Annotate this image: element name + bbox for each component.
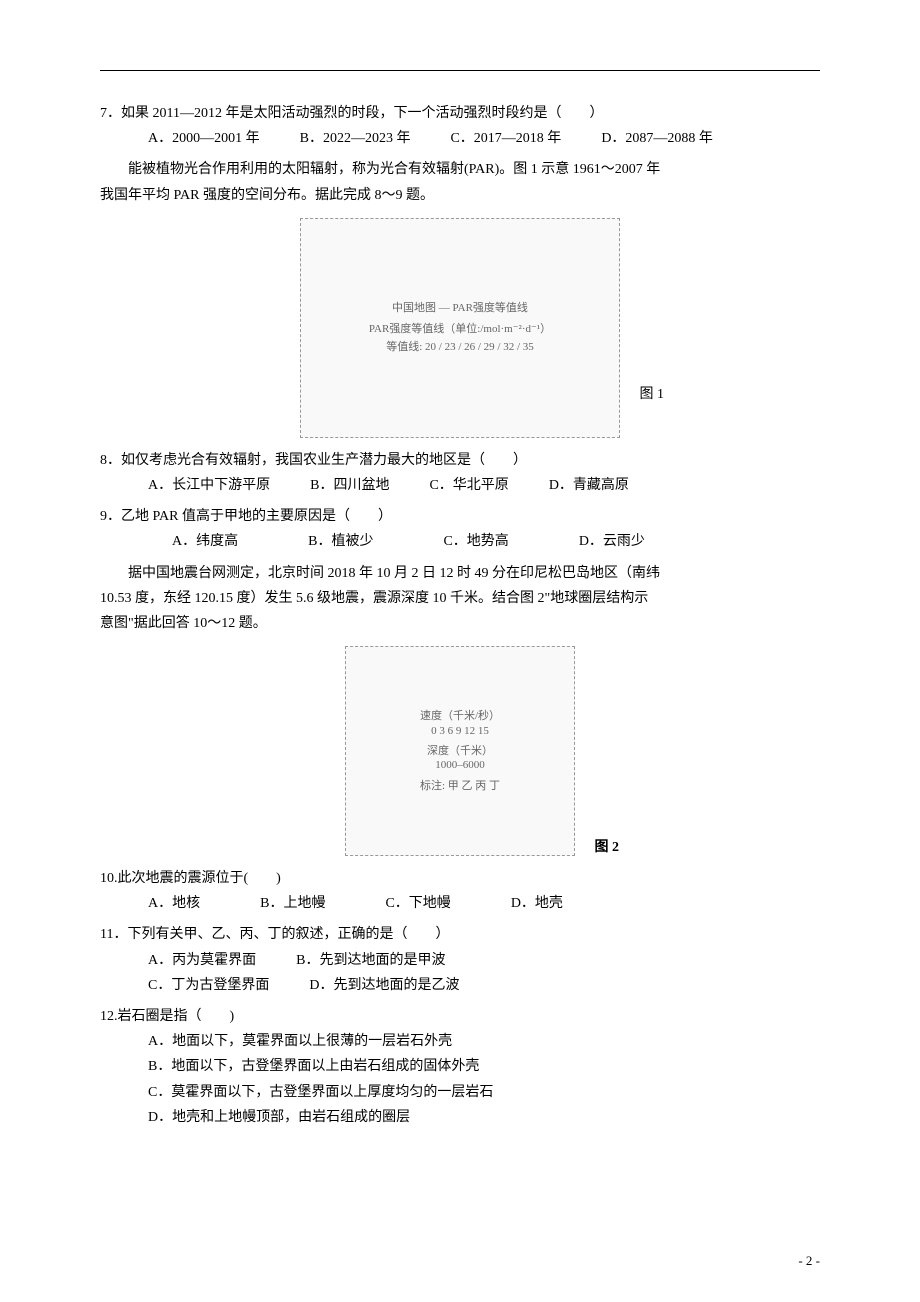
question-12: 12.岩石圈是指（ ) A．地面以下，莫霍界面以上很薄的一层岩石外壳 B．地面以…	[100, 1004, 820, 1130]
q10-option-d: D．地壳	[511, 891, 563, 916]
q11-options: A．丙为莫霍界面 B．先到达地面的是甲波 C．丁为古登堡界面 D．先到达地面的是…	[100, 948, 820, 998]
q9-options: A．纬度高 B．植被少 C．地势高 D．云雨少	[100, 529, 820, 554]
q10-option-a: A．地核	[148, 891, 200, 916]
q9-option-d: D．云雨少	[579, 529, 645, 554]
q12-option-a: A．地面以下，莫霍界面以上很薄的一层岩石外壳	[148, 1029, 820, 1054]
q12-option-b: B．地面以下，古登堡界面以上由岩石组成的固体外壳	[148, 1054, 820, 1079]
q8-option-c: C．华北平原	[429, 473, 508, 498]
page-number: - 2 -	[798, 1249, 820, 1272]
q11-text: 11．下列有关甲、乙、丙、丁的叙述，正确的是（ ）	[100, 922, 820, 947]
question-11: 11．下列有关甲、乙、丙、丁的叙述，正确的是（ ） A．丙为莫霍界面 B．先到达…	[100, 922, 820, 998]
q7-options: A．2000—2001 年 B．2022—2023 年 C．2017—2018 …	[100, 126, 820, 151]
q12-text: 12.岩石圈是指（ )	[100, 1004, 820, 1029]
figure-1-legend: PAR强度等值线（单位:/mol·m⁻²·d⁻¹）	[369, 322, 551, 336]
q9-text: 9．乙地 PAR 值高于甲地的主要原因是（ ）	[100, 504, 820, 529]
intro8-9-line1: 能被植物光合作用利用的太阳辐射，称为光合有效辐射(PAR)。图 1 示意 196…	[100, 157, 820, 182]
intro10-12-line3: 意图"据此回答 10～12 题。	[100, 611, 820, 636]
q10-options: A．地核 B．上地幔 C．下地幔 D．地壳	[100, 891, 820, 916]
q7-option-d: D．2087—2088 年	[601, 126, 713, 151]
figure-1: 中国地图 — PAR强度等值线 PAR强度等值线（单位:/mol·m⁻²·d⁻¹…	[300, 218, 620, 438]
intro10-12-line2: 10.53 度，东经 120.15 度）发生 5.6 级地震，震源深度 10 千…	[100, 586, 820, 611]
q7-option-a: A．2000—2001 年	[148, 126, 260, 151]
q9-option-a: A．纬度高	[172, 529, 238, 554]
page-divider	[100, 70, 820, 71]
intro10-12-line1: 据中国地震台网测定，北京时间 2018 年 10 月 2 日 12 时 49 分…	[100, 561, 820, 586]
figure-2: 速度（千米/秒） 0 3 6 9 12 15 深度（千米） 1000–6000 …	[345, 646, 575, 856]
figure-2-xlabel: 速度（千米/秒）	[420, 709, 500, 723]
q8-option-a: A．长江中下游平原	[148, 473, 270, 498]
q10-option-b: B．上地幔	[260, 891, 325, 916]
q12-option-d: D．地壳和上地幔顶部，由岩石组成的圈层	[148, 1105, 820, 1130]
q8-text: 8．如仅考虑光合有效辐射，我国农业生产潜力最大的地区是（ ）	[100, 448, 820, 473]
intro-10-12: 据中国地震台网测定，北京时间 2018 年 10 月 2 日 12 时 49 分…	[100, 561, 820, 637]
figure-1-caption: 图 1	[640, 382, 665, 407]
figure-2-container: 速度（千米/秒） 0 3 6 9 12 15 深度（千米） 1000–6000 …	[100, 646, 820, 856]
intro8-9-line2: 我国年平均 PAR 强度的空间分布。据此完成 8～9 题。	[100, 183, 820, 208]
q8-option-b: B．四川盆地	[310, 473, 389, 498]
q12-option-c: C．莫霍界面以下，古登堡界面以上厚度均匀的一层岩石	[148, 1080, 820, 1105]
q8-option-d: D．青藏高原	[549, 473, 629, 498]
question-8: 8．如仅考虑光合有效辐射，我国农业生产潜力最大的地区是（ ） A．长江中下游平原…	[100, 448, 820, 498]
q10-option-c: C．下地幔	[385, 891, 450, 916]
figure-2-ylabel: 深度（千米）	[427, 744, 493, 758]
q12-options: A．地面以下，莫霍界面以上很薄的一层岩石外壳 B．地面以下，古登堡界面以上由岩石…	[100, 1029, 820, 1130]
q9-option-c: C．地势高	[443, 529, 508, 554]
intro-8-9: 能被植物光合作用利用的太阳辐射，称为光合有效辐射(PAR)。图 1 示意 196…	[100, 157, 820, 207]
figure-1-container: 中国地图 — PAR强度等值线 PAR强度等值线（单位:/mol·m⁻²·d⁻¹…	[100, 218, 820, 438]
question-9: 9．乙地 PAR 值高于甲地的主要原因是（ ） A．纬度高 B．植被少 C．地势…	[100, 504, 820, 554]
figure-2-caption: 图 2	[595, 835, 620, 860]
q7-option-b: B．2022—2023 年	[300, 126, 411, 151]
question-10: 10.此次地震的震源位于( ) A．地核 B．上地幔 C．下地幔 D．地壳	[100, 866, 820, 916]
question-7: 7．如果 2011—2012 年是太阳活动强烈的时段，下一个活动强烈时段约是（ …	[100, 101, 820, 151]
q11-option-d: D．先到达地面的是乙波	[309, 973, 459, 998]
q10-text: 10.此次地震的震源位于( )	[100, 866, 820, 891]
q9-option-b: B．植被少	[308, 529, 373, 554]
q11-option-c: C．丁为古登堡界面	[148, 973, 269, 998]
q7-text: 7．如果 2011—2012 年是太阳活动强烈的时段，下一个活动强烈时段约是（ …	[100, 101, 820, 126]
q11-option-b: B．先到达地面的是甲波	[296, 948, 445, 973]
figure-1-desc: 中国地图 — PAR强度等值线	[392, 301, 528, 315]
q11-option-a: A．丙为莫霍界面	[148, 948, 256, 973]
q8-options: A．长江中下游平原 B．四川盆地 C．华北平原 D．青藏高原	[100, 473, 820, 498]
q7-option-c: C．2017—2018 年	[450, 126, 561, 151]
